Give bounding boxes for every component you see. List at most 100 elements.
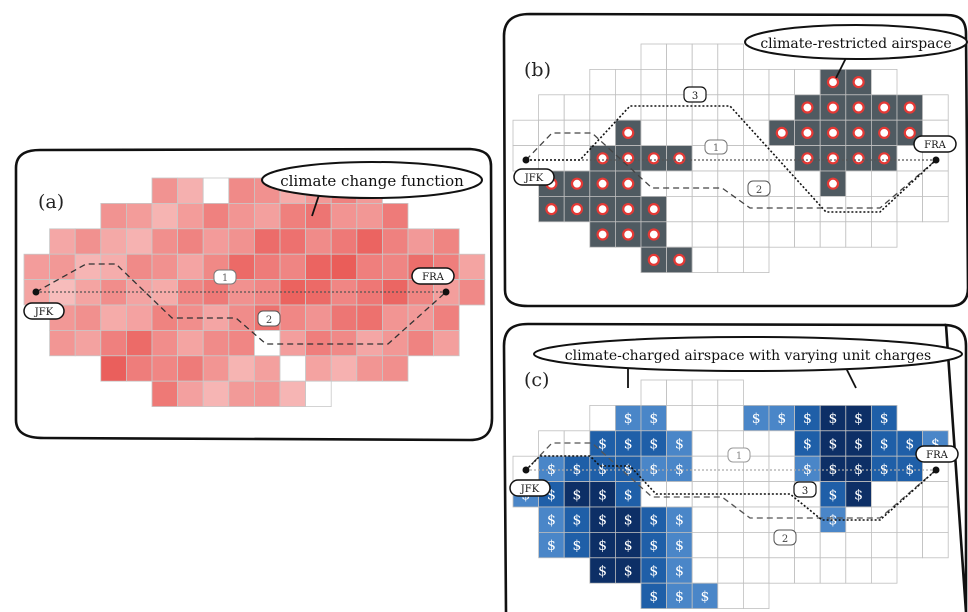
grid-cell bbox=[845, 557, 872, 584]
heat-cell bbox=[202, 380, 230, 408]
heat-cell bbox=[202, 355, 230, 382]
grid-cell bbox=[666, 221, 693, 248]
grid-cell bbox=[717, 69, 744, 96]
charge-symbol: $ bbox=[573, 462, 582, 478]
heat-cell bbox=[100, 329, 127, 357]
heat-cell bbox=[151, 253, 179, 280]
grid-cell bbox=[794, 170, 821, 197]
grid-cell bbox=[845, 221, 872, 248]
grid-cell bbox=[896, 506, 924, 533]
grid-cell bbox=[768, 506, 796, 533]
panel-a: (a) 1 2 JFK FRA climate change function bbox=[14, 147, 494, 442]
route-3-line bbox=[526, 105, 937, 213]
svg-text:JFK: JFK bbox=[34, 307, 54, 318]
heat-cell bbox=[381, 253, 409, 280]
grid-cell bbox=[691, 506, 719, 533]
grid-cell bbox=[768, 221, 796, 248]
charge-symbol: $ bbox=[803, 411, 812, 427]
grid-cell bbox=[743, 506, 770, 533]
panel-b-frame bbox=[502, 12, 968, 308]
grid-cell bbox=[743, 221, 770, 248]
route-label-3: 3 bbox=[683, 86, 707, 103]
origin-tag: JFK bbox=[23, 302, 65, 320]
charge-symbol: $ bbox=[598, 538, 607, 554]
destination-tag: FRA bbox=[915, 445, 959, 463]
grid-cell bbox=[743, 557, 770, 584]
grid-cell bbox=[871, 532, 898, 559]
route-label-1: 1 bbox=[727, 447, 751, 463]
grid-cell bbox=[666, 379, 693, 406]
charge-symbol: $ bbox=[675, 538, 684, 554]
heat-cell bbox=[228, 380, 255, 408]
grid-cell bbox=[794, 195, 821, 223]
restriction-marker bbox=[826, 126, 840, 139]
charged-cell bbox=[666, 430, 693, 457]
charge-symbol: $ bbox=[931, 437, 940, 453]
restriction-marker bbox=[596, 203, 609, 216]
grid-cell bbox=[691, 532, 719, 559]
grid-cell bbox=[768, 430, 796, 457]
panel-c-frame bbox=[502, 322, 968, 612]
restricted-cell bbox=[640, 195, 668, 223]
charged-cell bbox=[563, 532, 591, 559]
charge-symbol: $ bbox=[854, 437, 863, 453]
svg-text:climate change function: climate change function bbox=[280, 172, 464, 190]
heat-cell bbox=[151, 202, 179, 230]
charged-cell bbox=[640, 582, 668, 610]
heat-cell bbox=[100, 355, 127, 382]
heat-cell bbox=[49, 253, 76, 280]
restriction-marker bbox=[673, 253, 686, 266]
route-label-1: 1 bbox=[704, 139, 728, 155]
heat-cell bbox=[126, 304, 153, 331]
grid-cell bbox=[666, 170, 693, 197]
charge-symbol: $ bbox=[624, 513, 633, 529]
heat-cell bbox=[253, 253, 281, 280]
grid-cell bbox=[743, 69, 770, 96]
route-3-line bbox=[525, 455, 937, 521]
heat-cell bbox=[126, 202, 153, 230]
charged-cell bbox=[666, 455, 693, 483]
charged-cell bbox=[563, 481, 591, 508]
heat-cell bbox=[356, 228, 383, 255]
grid-cell bbox=[666, 195, 693, 223]
grid-cell bbox=[717, 532, 744, 559]
charge-symbol: $ bbox=[675, 564, 684, 580]
heat-cell bbox=[279, 304, 307, 331]
grid-cell bbox=[717, 557, 744, 584]
panel-c-label: (c) bbox=[524, 369, 549, 391]
grid-cell bbox=[717, 481, 744, 508]
grid-cell bbox=[768, 69, 796, 96]
charge-symbol: $ bbox=[854, 411, 863, 427]
svg-text:2: 2 bbox=[266, 315, 272, 326]
restriction-marker bbox=[570, 177, 584, 190]
charged-cell bbox=[819, 455, 847, 483]
route-label-2: 2 bbox=[257, 310, 281, 327]
charged-cell bbox=[589, 506, 616, 533]
grid-cell bbox=[589, 404, 616, 432]
svg-text:3: 3 bbox=[802, 486, 808, 497]
grid-cell bbox=[794, 221, 821, 248]
heat-cell bbox=[202, 228, 230, 255]
charge-symbol: $ bbox=[649, 513, 658, 529]
callout-c: climate-charged airspace with varying un… bbox=[533, 336, 963, 389]
panel-c: (c) $ $ $ $ $ $ $ $$ $ $ $ $ $ $ $ $ $$ $ $ $ $ $ $ $ $ $ $$ $ $ $ $ $$… bbox=[502, 322, 968, 612]
charged-cell bbox=[871, 455, 898, 483]
route-2-line bbox=[35, 263, 447, 345]
heat-cell bbox=[228, 177, 255, 204]
svg-text:climate-charged airspace with: climate-charged airspace with varying un… bbox=[565, 348, 931, 364]
charged-cell bbox=[640, 532, 668, 559]
grid-cell bbox=[691, 557, 719, 584]
grid-cell bbox=[819, 557, 847, 584]
grid-cell bbox=[640, 379, 668, 406]
grid-cell bbox=[589, 69, 616, 96]
route-2-line bbox=[525, 132, 937, 209]
heat-cell bbox=[100, 304, 127, 331]
charge-symbol: $ bbox=[803, 437, 812, 453]
charge-symbol: $ bbox=[829, 513, 838, 529]
svg-text:FRA: FRA bbox=[924, 140, 946, 151]
heat-cell bbox=[279, 355, 307, 382]
grid-cell bbox=[691, 43, 719, 70]
svg-text:JFK: JFK bbox=[520, 484, 540, 495]
charge-symbol: $ bbox=[649, 411, 658, 427]
charged-grid: $ $ $ $ $ $ $ $ $ $ $ $ $ $ $ $ $ $ $ $ $ $ $ $ $ $ $ $ $ $ $ $ $ $ $ $ $ $ $ $… bbox=[512, 379, 949, 610]
